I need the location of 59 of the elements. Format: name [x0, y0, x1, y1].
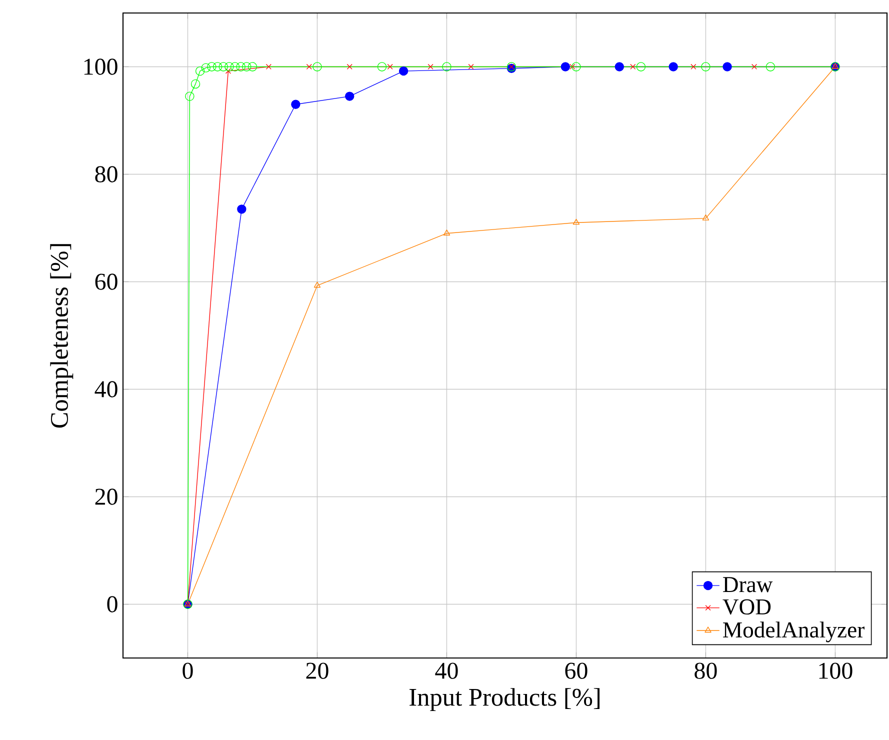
point	[236, 62, 246, 72]
point	[306, 64, 312, 70]
point	[668, 62, 678, 72]
point	[195, 66, 205, 76]
point	[636, 62, 646, 72]
point	[377, 62, 387, 72]
point	[190, 79, 200, 89]
point	[242, 62, 252, 72]
point	[701, 62, 710, 72]
y-tick-label: 100	[84, 58, 118, 75]
point	[224, 62, 234, 72]
point	[207, 62, 216, 72]
point	[387, 64, 393, 70]
point	[751, 64, 758, 70]
point	[218, 62, 228, 72]
point	[443, 230, 450, 236]
point	[614, 62, 624, 72]
y-tick-label: 80	[95, 166, 118, 182]
point	[572, 62, 581, 72]
point	[630, 64, 636, 70]
point	[312, 62, 322, 72]
point	[225, 68, 231, 74]
point	[428, 64, 434, 70]
x-tick-label: 100	[819, 662, 852, 679]
point	[291, 100, 300, 109]
point	[572, 218, 580, 225]
legend-label: VOD	[722, 599, 771, 615]
point	[560, 62, 570, 72]
point	[346, 64, 352, 70]
x-axis-title: Input Products [%]	[410, 688, 600, 712]
point	[345, 92, 354, 101]
point	[722, 62, 732, 72]
x-tick-label: 20	[306, 662, 328, 679]
point	[702, 214, 710, 220]
legend-label: Draw	[723, 577, 773, 592]
legend-label: ModelAnalyzer	[723, 622, 864, 642]
point	[237, 204, 246, 214]
point	[185, 92, 194, 101]
y-tick-label: 40	[94, 381, 118, 398]
point	[212, 62, 222, 72]
x-tick-label: 60	[565, 662, 588, 679]
x-tick-label: 80	[694, 662, 717, 679]
point	[266, 64, 272, 70]
point	[201, 63, 210, 72]
point	[442, 62, 452, 72]
y-axis-title: Completeness [%]	[50, 244, 74, 428]
point	[230, 62, 240, 72]
x-tick-label: 0	[182, 662, 193, 679]
point	[398, 66, 408, 76]
y-tick-label: 60	[95, 274, 118, 290]
point	[690, 64, 696, 70]
point	[468, 64, 474, 70]
x-tick-label: 40	[435, 662, 458, 679]
y-tick-label: 0	[107, 596, 118, 612]
point	[570, 64, 576, 70]
point	[248, 62, 258, 72]
point	[766, 62, 776, 72]
point	[314, 282, 321, 288]
y-tick-label: 20	[95, 488, 118, 505]
